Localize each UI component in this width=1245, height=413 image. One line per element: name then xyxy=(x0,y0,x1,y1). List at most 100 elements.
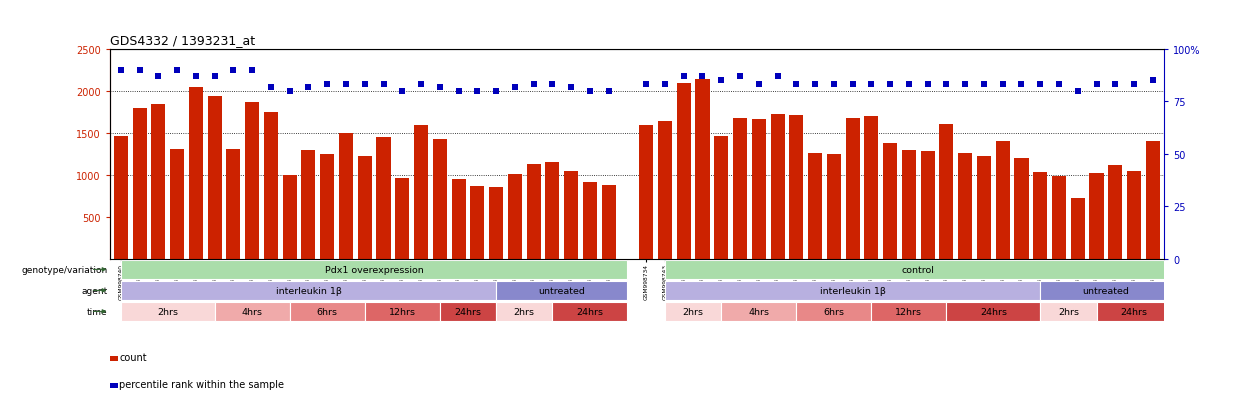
Bar xyxy=(496,302,553,321)
Text: untreated: untreated xyxy=(538,286,585,295)
Bar xyxy=(508,175,522,259)
Bar xyxy=(489,187,503,259)
Bar xyxy=(496,281,627,300)
Bar xyxy=(797,302,872,321)
Point xyxy=(730,74,749,80)
Bar xyxy=(290,302,365,321)
Bar xyxy=(752,120,766,259)
Point xyxy=(1031,82,1051,88)
Point xyxy=(561,84,581,90)
Bar xyxy=(214,302,290,321)
Bar xyxy=(121,260,627,279)
Point xyxy=(299,84,319,90)
Bar xyxy=(452,180,466,259)
Point xyxy=(674,74,693,80)
Bar xyxy=(152,105,166,259)
Bar xyxy=(665,302,721,321)
Bar xyxy=(264,112,278,259)
Bar xyxy=(808,154,822,259)
Bar xyxy=(245,103,259,259)
Point xyxy=(843,82,863,88)
Text: 24hrs: 24hrs xyxy=(454,307,482,316)
Point xyxy=(918,82,937,88)
Point xyxy=(355,82,375,88)
Bar xyxy=(339,133,354,259)
Text: 24hrs: 24hrs xyxy=(1120,307,1148,316)
Bar xyxy=(1041,302,1097,321)
Text: 2hrs: 2hrs xyxy=(157,307,178,316)
Text: 2hrs: 2hrs xyxy=(1058,307,1079,316)
Text: percentile rank within the sample: percentile rank within the sample xyxy=(120,379,284,389)
Point xyxy=(543,82,563,88)
Text: control: control xyxy=(901,265,935,274)
Bar xyxy=(677,84,691,259)
Text: agent: agent xyxy=(81,286,107,295)
Bar xyxy=(121,302,214,321)
Bar xyxy=(583,182,596,259)
Bar xyxy=(189,87,203,259)
Bar xyxy=(665,281,1041,300)
Point xyxy=(467,88,487,95)
Point xyxy=(955,82,975,88)
Text: 2hrs: 2hrs xyxy=(682,307,703,316)
Bar xyxy=(940,124,954,259)
Text: count: count xyxy=(120,352,147,362)
Bar xyxy=(545,163,559,259)
Bar xyxy=(721,302,797,321)
Point xyxy=(1106,82,1125,88)
Text: 24hrs: 24hrs xyxy=(576,307,604,316)
Bar xyxy=(471,186,484,259)
Point xyxy=(1050,82,1069,88)
Text: time: time xyxy=(87,307,107,316)
Point xyxy=(411,82,431,88)
Point xyxy=(974,82,994,88)
Bar xyxy=(357,157,372,259)
Point xyxy=(392,88,412,95)
Bar xyxy=(283,176,296,259)
Bar xyxy=(1015,159,1028,259)
Point xyxy=(261,84,281,90)
Point xyxy=(580,88,600,95)
Text: 6hrs: 6hrs xyxy=(823,307,844,316)
Bar xyxy=(1041,281,1172,300)
Bar xyxy=(227,150,240,259)
Bar xyxy=(901,151,916,259)
Bar xyxy=(365,302,439,321)
Point xyxy=(806,82,825,88)
Point xyxy=(111,67,131,74)
Bar xyxy=(553,302,627,321)
Bar xyxy=(920,152,935,259)
Bar xyxy=(771,115,784,259)
Bar xyxy=(415,126,428,259)
Bar xyxy=(733,119,747,259)
Bar xyxy=(433,140,447,259)
Text: 24hrs: 24hrs xyxy=(980,307,1007,316)
Bar xyxy=(564,171,578,259)
Point xyxy=(862,82,881,88)
Point xyxy=(655,82,675,88)
Bar xyxy=(1071,199,1084,259)
Bar xyxy=(946,302,1041,321)
Text: 2hrs: 2hrs xyxy=(514,307,535,316)
Point xyxy=(1087,82,1107,88)
Bar xyxy=(301,151,315,259)
Point xyxy=(768,74,788,80)
Point xyxy=(486,88,505,95)
Point xyxy=(711,78,731,84)
Bar xyxy=(639,126,654,259)
Text: interleukin 1β: interleukin 1β xyxy=(819,286,885,295)
Point xyxy=(430,84,449,90)
Bar xyxy=(1033,173,1047,259)
Bar xyxy=(208,97,222,259)
Point xyxy=(374,82,393,88)
Point xyxy=(1011,82,1031,88)
Text: genotype/variation: genotype/variation xyxy=(21,265,107,274)
Bar xyxy=(171,150,184,259)
Bar xyxy=(113,137,128,259)
Point xyxy=(448,88,468,95)
Text: 12hrs: 12hrs xyxy=(388,307,416,316)
Bar xyxy=(527,164,540,259)
Bar xyxy=(1052,176,1066,259)
Point xyxy=(167,67,187,74)
Text: Pdx1 overexpression: Pdx1 overexpression xyxy=(325,265,423,274)
